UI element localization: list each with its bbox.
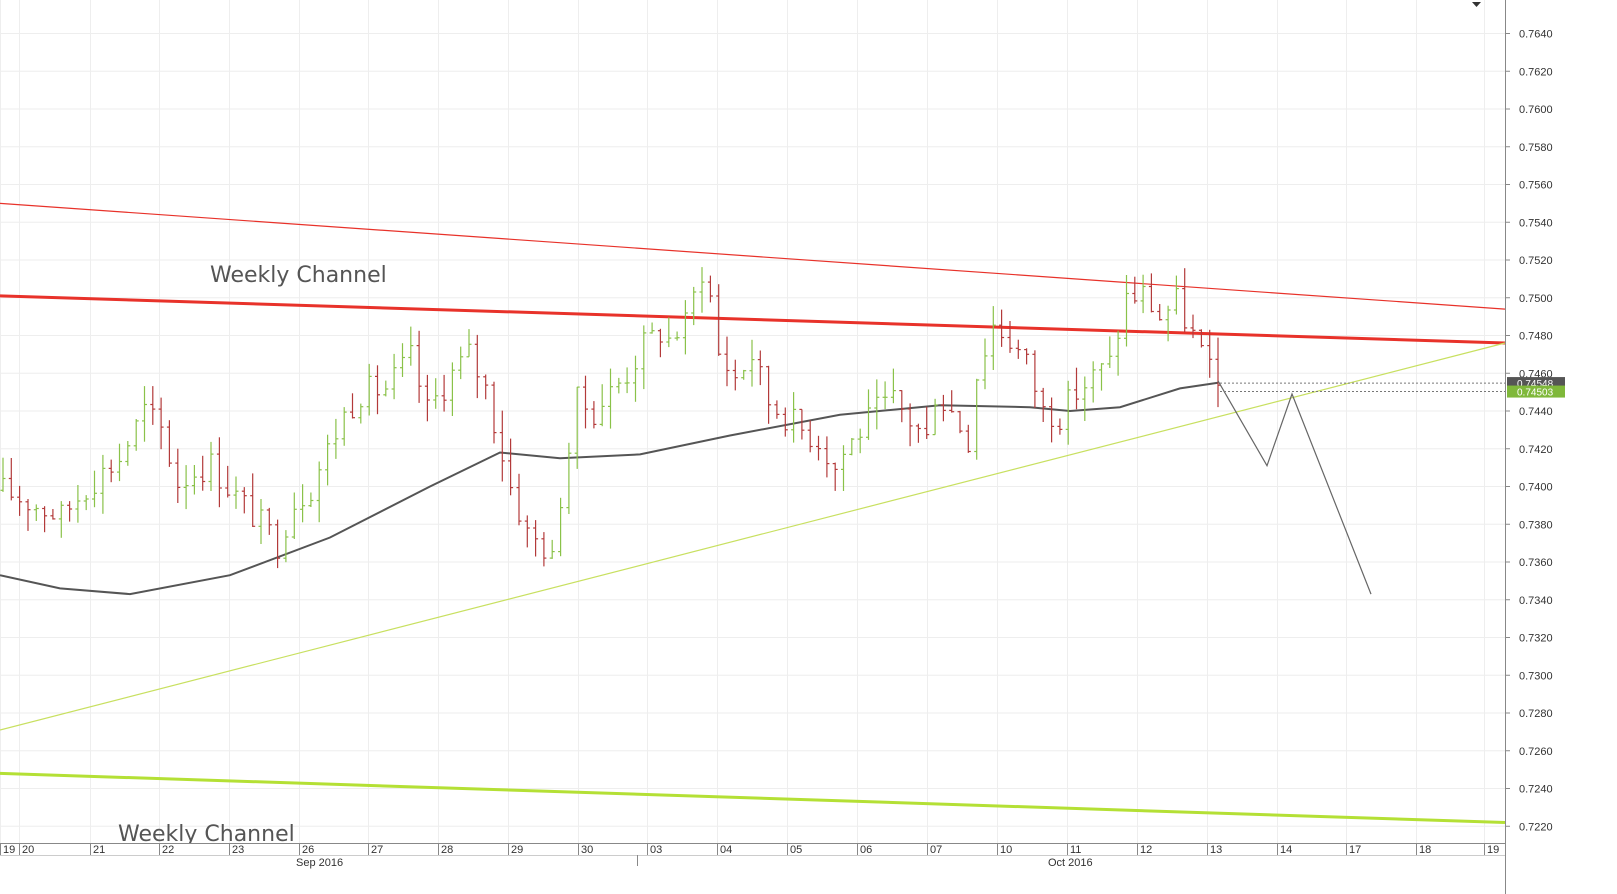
price-tick-label: 0.7220 (1519, 821, 1553, 833)
date-tick-label: 17 (1349, 844, 1361, 856)
price-tick-label: 0.7440 (1519, 406, 1553, 418)
trend-lines (0, 202, 1506, 824)
price-tick-label: 0.7620 (1519, 66, 1553, 78)
date-tick-label: 23 (232, 844, 244, 856)
projection-lines (1217, 380, 1372, 595)
price-tick-label: 0.7240 (1519, 784, 1553, 796)
price-tick-label: 0.7360 (1519, 557, 1553, 569)
date-tick-label: 10 (1000, 844, 1012, 856)
date-tick-label: 22 (162, 844, 174, 856)
chevron-down-icon[interactable] (1472, 2, 1481, 7)
price-axis-panel (1505, 0, 1617, 894)
date-tick-label: 28 (441, 844, 453, 856)
price-tick-label: 0.7560 (1519, 180, 1553, 192)
price-tick-label: 0.7340 (1519, 595, 1553, 607)
chart-line (0, 294, 1506, 345)
date-tick-label: 11 (1070, 844, 1081, 856)
price-tick-label: 0.7380 (1519, 519, 1553, 531)
date-tick-label: 27 (371, 844, 383, 856)
chart-line (0, 771, 1506, 824)
price-tick-label: 0.7420 (1519, 444, 1553, 456)
date-tick-label: 19 (3, 844, 15, 856)
date-tick-label: 05 (790, 844, 802, 856)
price-tick-label: 0.7640 (1519, 29, 1553, 41)
price-tick-label: 0.7320 (1519, 633, 1553, 645)
month-label: Oct 2016 (1048, 857, 1093, 869)
price-tick-label: 0.7500 (1519, 293, 1553, 305)
date-tick-label: 13 (1210, 844, 1222, 856)
price-tick-label: 0.7400 (1519, 482, 1553, 494)
annotation-weekly-channel-lower: Weekly Channel (118, 822, 295, 847)
price-axis: 0.7640 0.7620 0.7600 0.7580 0.7560 0.7540 0.75… (1505, 0, 1617, 894)
price-tick-label: 0.7540 (1519, 217, 1553, 229)
date-tick-label: 06 (860, 844, 872, 856)
date-axis-panel (0, 843, 1505, 894)
price-tick-label: 0.7600 (1519, 104, 1553, 116)
annotation-weekly-channel-upper: Weekly Channel (210, 263, 387, 288)
date-tick-label: 12 (1140, 844, 1152, 856)
date-tick-label: 30 (581, 844, 593, 856)
chart-annotations: Weekly Channel Weekly Channel (118, 263, 387, 847)
price-tick-label: 0.7580 (1519, 142, 1553, 154)
date-tick-label: 07 (930, 844, 942, 856)
date-tick-label: 20 (22, 844, 34, 856)
price-tick-label: 0.7280 (1519, 708, 1553, 720)
price-tick-label: 0.7520 (1519, 255, 1553, 267)
chart-line (0, 342, 1506, 731)
price-candles (0, 267, 1221, 569)
date-tick-label: 04 (720, 844, 732, 856)
month-label: Sep 2016 (296, 857, 343, 869)
chart-line (1217, 380, 1372, 595)
price-tick-label: 0.7260 (1519, 746, 1553, 758)
price-tick-label: 0.7300 (1519, 670, 1553, 682)
date-tick-label: 21 (93, 844, 105, 856)
price-badge-label: 0.74503 (1517, 388, 1554, 399)
date-tick-label: 26 (302, 844, 314, 856)
price-badge-label: 0.74548 (1517, 379, 1554, 390)
chart-line (0, 381, 1219, 596)
date-tick-label: 14 (1280, 844, 1292, 856)
chart-line (0, 202, 1506, 310)
date-tick-label: 29 (511, 844, 523, 856)
date-tick-label: 03 (650, 844, 662, 856)
date-tick-label: 18 (1419, 844, 1431, 856)
chart-grid (0, 0, 1505, 843)
date-tick-label: 19 (1487, 844, 1499, 856)
date-axis: 19 20 21 22 23 26 27 28 29 30 03 04 05 06 07 10 11 12 13 14… (0, 843, 1505, 894)
price-badge (1507, 385, 1565, 398)
price-tick-label: 0.7480 (1519, 331, 1553, 343)
